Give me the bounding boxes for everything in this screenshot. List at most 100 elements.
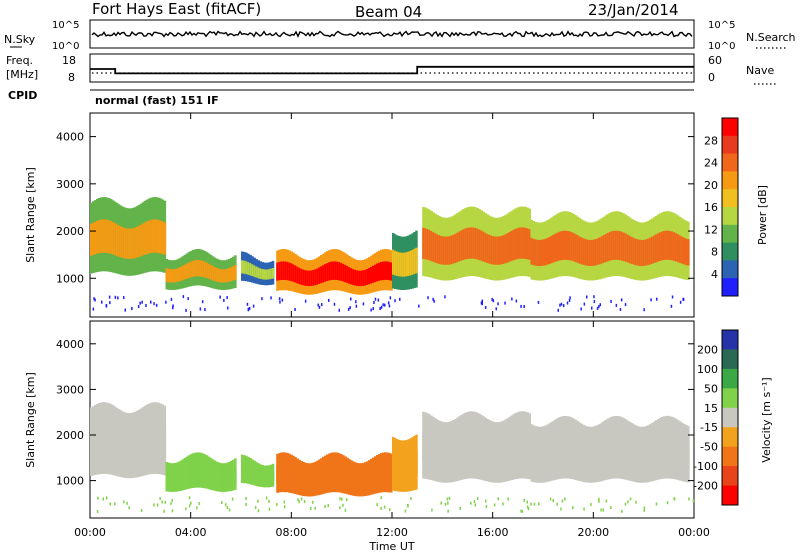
velocity_ms-core-cell — [618, 435, 622, 464]
power_db-core-cell — [620, 231, 624, 261]
power_db-core-cell — [292, 264, 295, 282]
scatter-speck — [560, 507, 562, 511]
velocity_ms-core-cell — [636, 443, 640, 469]
power_db-core-cell — [405, 252, 409, 277]
scatter-speck — [433, 299, 435, 303]
power_db-core-cell — [143, 222, 147, 255]
velocity_ms-core-cell — [520, 431, 523, 462]
velocity_ms-core-cell — [306, 473, 309, 489]
power_db-core-cell — [207, 263, 211, 279]
scatter-speck — [480, 301, 483, 305]
power_db-core-cell — [259, 268, 262, 279]
velocity-panel: 4000 3000 2000 1000 Slant Range [km] — [24, 320, 695, 519]
velocity_ms-core-cell — [399, 455, 403, 479]
power_db-core-cell — [344, 264, 347, 283]
scatter-speck — [123, 296, 125, 300]
velocity_ms-core-cell — [393, 453, 397, 478]
power_db-core-cell — [96, 220, 99, 254]
power_db-core-cell — [516, 228, 519, 260]
power_db-core-cell — [288, 262, 291, 281]
velocity_ms-core-cell — [282, 464, 285, 483]
power_db-core-cell — [213, 267, 217, 282]
power_db-core-cell — [508, 232, 511, 262]
scatter-speck — [187, 297, 189, 301]
velocity_ms-core-cell — [165, 470, 169, 484]
velocity_ms-core-cell — [382, 464, 385, 483]
power_db-core-cell — [397, 252, 401, 277]
velocity_ms-core-cell — [145, 425, 149, 458]
scatter-speck — [105, 304, 108, 308]
power_db-core-cell — [314, 269, 317, 286]
power_db-core-cell — [298, 267, 301, 285]
scatter-speck — [379, 307, 381, 310]
power_db-core-cell — [672, 232, 676, 261]
scatter-speck — [444, 502, 447, 506]
velocity_ms-core-cell — [510, 434, 513, 464]
scatter-speck — [447, 509, 449, 513]
scatter-speck — [523, 498, 525, 502]
power_db-core-cell — [558, 231, 562, 261]
power_db-core-cell — [480, 230, 483, 261]
velocity_ms-core-cell — [94, 426, 97, 458]
power_db-core-cell — [452, 234, 455, 264]
x-tick-label: 20:00 — [577, 526, 609, 539]
power_db-core-cell — [284, 261, 287, 280]
velocity_ms-core-cell — [666, 434, 670, 463]
scatter-speck — [596, 306, 599, 310]
colorbar-swatch — [722, 407, 738, 428]
power_db-core-cell — [674, 233, 678, 262]
scatter-speck — [481, 299, 483, 303]
velocity_ms-core-cell — [413, 452, 416, 477]
power_db-core-cell — [482, 231, 485, 262]
velocity_ms-core-cell — [558, 435, 562, 464]
power_db-core-cell — [201, 260, 205, 277]
power_db-core-cell — [666, 230, 670, 260]
noise-trace — [91, 30, 693, 38]
velocity_ms-core-cell — [430, 435, 433, 464]
power_db-core-cell — [165, 268, 169, 282]
velocity_ms-core-cell — [654, 438, 658, 466]
power_db-core-cell — [532, 238, 535, 266]
velocity_ms-core-cell — [115, 428, 119, 459]
power_db-core-cell — [604, 234, 608, 263]
power_db-core-cell — [650, 236, 654, 264]
velocity_ms-core-cell — [434, 437, 437, 466]
velocity_ms-core-cell — [356, 473, 359, 488]
power_db-core-cell — [610, 231, 614, 261]
x-axis-ticks: 00:00 04:00 08:00 12:00 16:00 20:00 00:00 — [74, 113, 710, 539]
power_db-core-cell — [448, 236, 451, 265]
power_db-core-cell — [494, 236, 497, 265]
scatter-speck — [126, 501, 128, 505]
velocity_ms-core-cell — [640, 443, 644, 469]
power_db-core-cell — [129, 228, 133, 259]
power_db-core-cell — [133, 227, 137, 259]
velocity_ms-core-cell — [642, 443, 646, 469]
velocity_ms-core-cell — [245, 464, 248, 477]
velocity_ms-core-cell — [670, 435, 674, 464]
velocity_ms-core-cell — [324, 466, 327, 484]
power_db-core-cell — [578, 236, 582, 264]
power_db-core-cell — [169, 269, 173, 283]
power_db-core-cell — [197, 260, 201, 277]
velocity_ms-core-cell — [364, 472, 367, 488]
power_db-core-cell — [183, 264, 187, 280]
velocity_ms-core-cell — [428, 433, 431, 464]
power_db-core-cell — [640, 240, 644, 267]
colorbar-frame — [721, 117, 739, 297]
freq-panel-frame — [89, 53, 695, 83]
velocity_ms-core-cell — [542, 443, 546, 469]
velocity_ms-core-cell — [570, 436, 574, 464]
scatter-speck — [564, 497, 566, 501]
velocity_ms-core-cell — [205, 465, 209, 481]
power_db-core-cell — [656, 233, 660, 262]
velocity_ms-core-cell — [628, 439, 632, 467]
velocity_ms-core-cell — [117, 429, 121, 460]
velocity_ms-core-cell — [302, 472, 305, 488]
velocity_ms-core-cell — [284, 464, 287, 483]
scatter-speck — [228, 508, 231, 512]
power_db-core-cell — [668, 230, 672, 260]
power_db-core-cell — [586, 239, 590, 266]
velocity_ms-core-cell — [514, 432, 517, 463]
power_db-core-cell — [362, 270, 365, 286]
scatter-speck — [497, 497, 499, 501]
